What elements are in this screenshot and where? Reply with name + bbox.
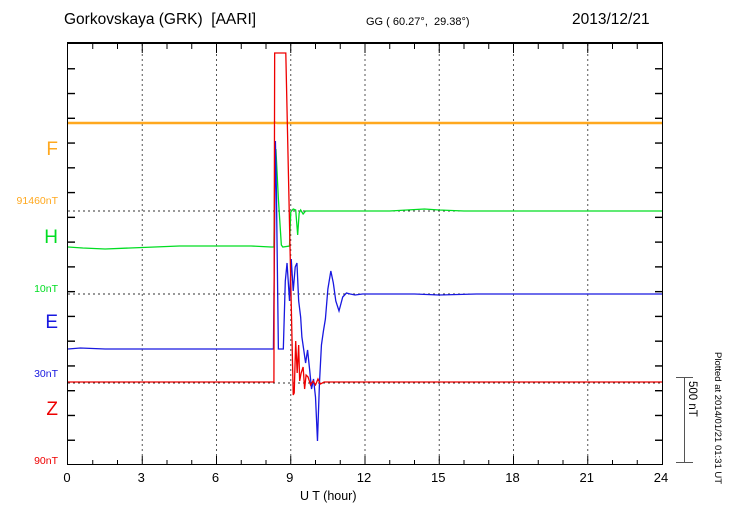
component-value-z: 90nT <box>34 455 58 467</box>
observation-date: 2013/12/21 <box>572 11 650 28</box>
trace-f <box>68 121 662 125</box>
component-label-f: F 91460nT <box>2 104 58 244</box>
component-label-z: Z 90nT <box>2 364 58 504</box>
plot-canvas <box>68 44 662 465</box>
x-axis-tick-label: 0 <box>63 470 71 485</box>
trace-e <box>68 140 662 442</box>
scale-bar-line <box>684 377 685 463</box>
x-axis-tick-label: 24 <box>653 470 669 485</box>
x-axis-tick-label: 18 <box>505 470 520 485</box>
trace-h <box>68 148 662 250</box>
component-letter-z: Z <box>46 399 58 420</box>
x-axis-tick-label: 9 <box>286 470 294 485</box>
trace-z <box>68 52 662 396</box>
x-axis-tick-label: 3 <box>137 470 145 485</box>
component-value-e: 30nT <box>34 368 58 380</box>
component-value-h: 10nT <box>34 283 58 295</box>
x-axis-tick-label: 12 <box>356 470 372 485</box>
magnetogram-plot <box>67 42 663 465</box>
component-letter-h: H <box>44 227 58 248</box>
scale-bar-cap-bottom <box>676 462 693 463</box>
station-title: Gorkovskaya (GRK) [AARI] <box>64 11 257 28</box>
x-axis-tick-label: 6 <box>211 470 220 485</box>
component-label-e: E 30nT <box>2 277 58 417</box>
component-letter-e: E <box>45 312 58 333</box>
scale-bar-label: 500 nT <box>686 381 698 417</box>
component-value-f: 91460nT <box>16 195 58 207</box>
scale-bar <box>676 377 694 463</box>
component-label-h: H 10nT <box>2 192 58 332</box>
component-letter-f: F <box>46 139 58 160</box>
geographic-coordinates: GG ( 60.27°, 29.38°) <box>366 16 470 28</box>
x-axis-tick-label: 15 <box>431 470 446 485</box>
plotted-at-timestamp: Plotted at 2014/01/21 01:31 UT <box>712 352 723 485</box>
scale-bar-cap-top <box>676 377 693 378</box>
x-axis-tick-label: 21 <box>579 470 594 485</box>
x-axis-title: U T (hour) <box>300 489 357 503</box>
